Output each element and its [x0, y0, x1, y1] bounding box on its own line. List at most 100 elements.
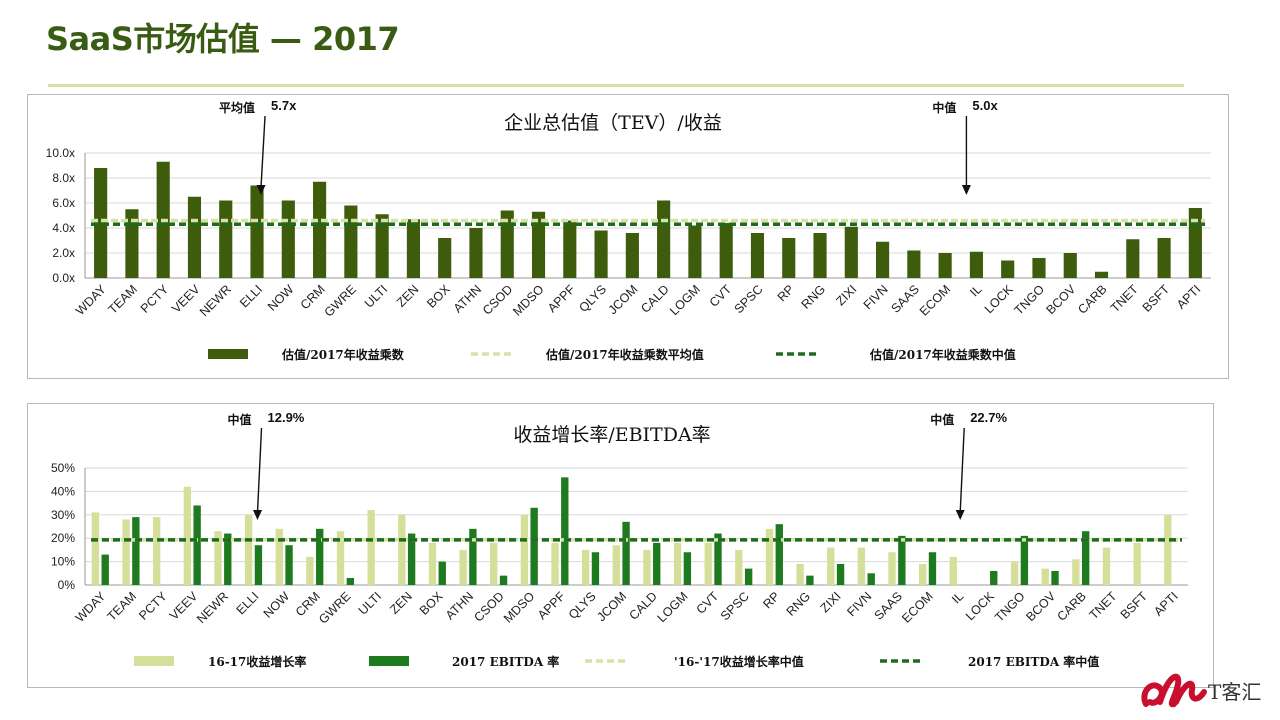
bar-csod-s1 — [500, 210, 514, 278]
x-tick-label: ELLI — [234, 589, 262, 617]
bar-elli-s1 — [244, 514, 253, 585]
bar-saas-s2 — [898, 535, 906, 585]
bar-carb-s1 — [1072, 559, 1080, 585]
y-tick-label: 4.0x — [52, 221, 75, 235]
bar-appf-s1 — [551, 542, 559, 585]
x-tick-label: NEWR — [194, 589, 231, 626]
logo-text: T客汇 — [1208, 680, 1262, 704]
x-tick-label: TNGO — [1012, 282, 1048, 318]
bar-athn-s1 — [469, 228, 483, 278]
x-tick-label: JCOM — [594, 589, 629, 624]
x-tick-label: ELLI — [237, 282, 265, 310]
annotation-label: 中值 — [227, 412, 251, 427]
x-tick-label: ZIXI — [833, 282, 859, 308]
bar-tnet-s1 — [1126, 239, 1140, 278]
annotation-arrow-head-icon — [955, 510, 965, 520]
annotation-label: 平均值 — [219, 100, 255, 115]
bar-ecom-s2 — [928, 552, 937, 585]
x-tick-label: NOW — [265, 282, 297, 314]
x-tick-label: IL — [949, 589, 966, 606]
bar-ecom-s1 — [938, 253, 952, 278]
tev-revenue-chart: 企业总估值（TEV）/收益 0.0x 2.0x 4.0x 6.0x 8.0x 10.0x WD… — [46, 98, 1211, 362]
annotation-value: 22.7% — [970, 410, 1007, 425]
bar-qlys-s1 — [594, 230, 608, 278]
x-tick-label: LOCK — [963, 589, 997, 623]
bar-fivn-s1 — [876, 241, 890, 278]
x-tick-label: SPSC — [718, 589, 752, 623]
bar-fivn-s2 — [867, 573, 875, 585]
bar-ulti-s1 — [367, 510, 375, 585]
y-tick-label: 10.0x — [46, 146, 75, 160]
legend-label: 估值/2017年收益乘数平均值 — [545, 347, 704, 362]
title-divider — [48, 84, 1184, 87]
chart-title: 收益增长率/EBITDA率 — [513, 424, 710, 446]
growth-ebitda-chart: 收益增长率/EBITDA率 0% 10% 20% 30% 40% 50% WDAYTEAMPC… — [51, 410, 1188, 669]
bar-appf-s2 — [561, 477, 569, 585]
bar-rp-s2 — [775, 524, 783, 585]
bar-csod-s2 — [499, 575, 508, 585]
bar-bcov-s1 — [1063, 253, 1077, 278]
x-tick-label: CARB — [1075, 282, 1109, 316]
bar-gwre-s2 — [346, 577, 355, 585]
bar-box-s2 — [438, 561, 446, 585]
bar-logm-s1 — [673, 542, 682, 585]
bar-zen-s1 — [398, 514, 406, 585]
x-tick-label: CALD — [626, 589, 659, 622]
annotation-arrow-line — [256, 427, 263, 513]
annotation-arrow-line — [959, 427, 965, 513]
bar-newr-s1 — [214, 531, 222, 585]
bar-cald-s1 — [643, 549, 651, 585]
annotation-label: 中值 — [930, 412, 954, 427]
x-tick-label: SAAS — [888, 282, 921, 315]
annotation-arrow-head-icon — [256, 185, 266, 195]
annotation-value: 5.0x — [972, 98, 998, 113]
x-tick-label: RNG — [799, 282, 829, 312]
bar-now-s1 — [275, 528, 283, 585]
x-tick-label: BOX — [424, 282, 453, 311]
x-tick-label: NEWR — [197, 282, 234, 319]
bar-apti-s1 — [1164, 514, 1172, 585]
y-tick-label: 40% — [51, 484, 75, 498]
bar-zen-s1 — [406, 219, 420, 278]
bar-qlys-s1 — [581, 549, 590, 585]
x-tick-label: ATHN — [451, 282, 484, 315]
bar-crm-s2 — [316, 528, 324, 585]
y-tick-label: 10% — [51, 555, 75, 569]
bar-box-s1 — [428, 542, 437, 585]
x-tick-label: WDAY — [73, 589, 109, 625]
bar-zen-s2 — [407, 533, 416, 585]
tev-revenue-chart-panel: 企业总估值（TEV）/收益 0.0x 2.0x 4.0x 6.0x 8.0x 10.0x WD… — [27, 94, 1229, 379]
bar-spsc-s2 — [744, 568, 753, 585]
bar-veev-s2 — [193, 505, 201, 585]
bar-cald-s2 — [653, 542, 661, 585]
bar-gwre-s1 — [336, 531, 345, 585]
bar-elli-s2 — [254, 545, 263, 585]
x-tick-label: BCOV — [1043, 282, 1078, 317]
bar-team-s1 — [125, 209, 139, 278]
page-title: SaaS市场估值 — 2017 — [46, 20, 400, 58]
bar-carb-s2 — [1081, 531, 1090, 585]
bar-mdso-s2 — [530, 507, 538, 585]
bar-newr-s2 — [224, 533, 232, 585]
growth-ebitda-chart-panel: 收益增长率/EBITDA率 0% 10% 20% 30% 40% 50% WDAY TEAM PC… — [27, 403, 1214, 688]
bar-rng-s1 — [796, 563, 804, 585]
y-tick-label: 0.0x — [52, 271, 75, 285]
bar-veev-s1 — [187, 196, 202, 278]
bar-bcov-s2 — [1051, 570, 1059, 585]
bar-cvt-s2 — [714, 533, 722, 585]
bar-logm-s1 — [688, 225, 702, 278]
x-tick-label: CSOD — [471, 589, 506, 624]
bar-wday-s1 — [91, 512, 100, 585]
bar-zixi-s1 — [827, 547, 835, 585]
bar-athn-s2 — [469, 528, 477, 585]
x-tick-label: TNGO — [992, 589, 1028, 625]
x-tick-label: ATHN — [443, 589, 476, 622]
x-tick-label: WDAY — [73, 282, 109, 318]
x-tick-label: PCTY — [136, 589, 170, 623]
x-tick-label: ECOM — [899, 589, 935, 625]
bar-bcov-s1 — [1041, 568, 1049, 585]
bar-elli-s1 — [250, 185, 264, 278]
x-tick-label: ZEN — [394, 282, 422, 310]
bar-now-s2 — [285, 545, 293, 585]
x-tick-label: TNET — [1087, 589, 1120, 622]
